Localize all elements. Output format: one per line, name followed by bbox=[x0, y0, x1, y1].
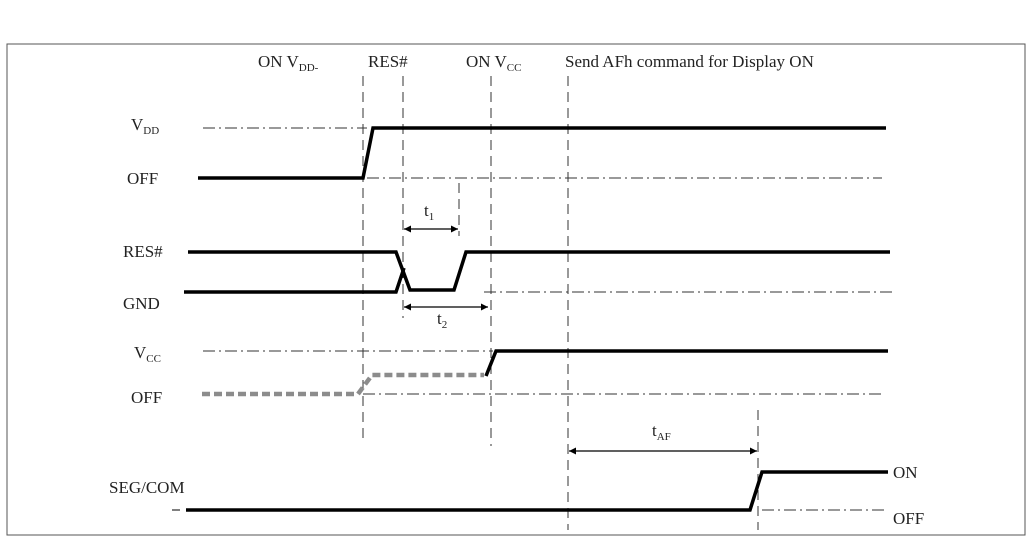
t1-label: t1 bbox=[424, 201, 434, 223]
vcc-waveform bbox=[484, 349, 888, 377]
res-gnd-waveform bbox=[184, 267, 406, 294]
segcom-off-label: OFF bbox=[893, 509, 924, 528]
vdd-signal-label: VDD bbox=[131, 115, 159, 137]
vcc-off-label: OFF bbox=[131, 388, 162, 407]
segcom-signal-label: SEG/COM bbox=[109, 478, 185, 497]
level-reference-lines bbox=[203, 127, 892, 511]
vcc-precharge-waveform bbox=[202, 372, 484, 397]
header-send-command-label: Send AFh command for Display ON bbox=[565, 52, 814, 71]
gnd-label: GND bbox=[123, 294, 160, 313]
taf-label: tAF bbox=[652, 421, 671, 443]
vcc-signal-label: VCC bbox=[134, 343, 161, 365]
segcom-on-label: ON bbox=[893, 463, 918, 482]
header-res-label: RES# bbox=[368, 52, 408, 71]
segcom-waveform bbox=[186, 470, 888, 512]
vdd-waveform bbox=[198, 126, 886, 180]
res-waveform bbox=[188, 250, 890, 292]
header-on-vdd-label: ON VDD- bbox=[258, 52, 319, 74]
vdd-off-label: OFF bbox=[127, 169, 158, 188]
waveforms bbox=[184, 126, 890, 512]
t2-label: t2 bbox=[437, 309, 447, 331]
event-reference-lines bbox=[362, 76, 759, 530]
diagram-frame bbox=[6, 43, 1026, 536]
header-on-vcc-label: ON VCC bbox=[466, 52, 521, 74]
timing-arrows bbox=[404, 225, 757, 455]
res-signal-label: RES# bbox=[123, 242, 163, 261]
